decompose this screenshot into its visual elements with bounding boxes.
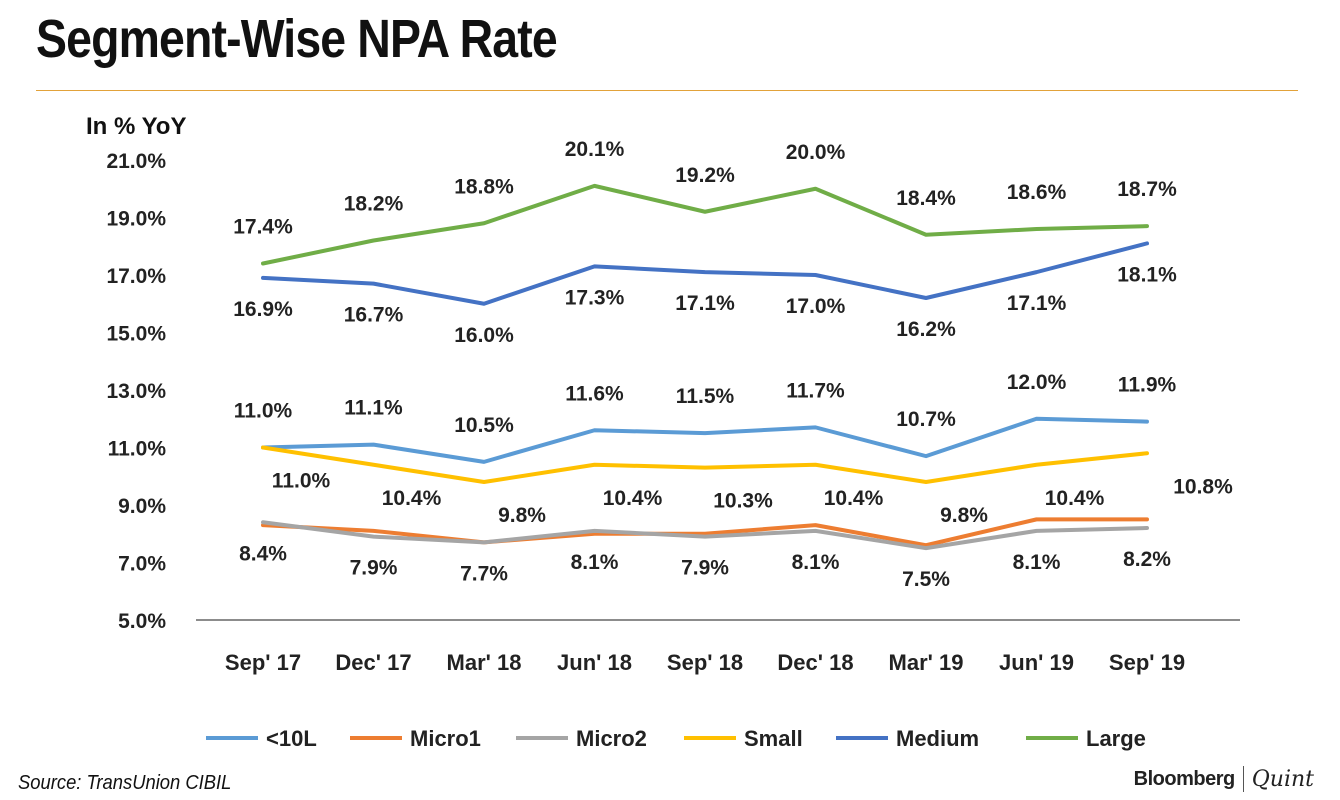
data-label: 7.7% [460,562,508,585]
x-tick-label: Mar' 19 [889,650,964,675]
data-label: 16.7% [344,304,404,327]
y-tick-label: 13.0% [106,380,166,403]
data-label: 8.4% [239,542,287,565]
data-label: 18.1% [1117,263,1177,286]
y-tick-label: 7.0% [118,553,166,576]
series-line-micro1 [261,517,1149,548]
x-tick-label: Dec' 18 [777,650,853,675]
data-label: 17.4% [233,216,293,239]
data-label: 8.1% [792,551,840,574]
data-label: 10.4% [382,487,442,510]
series-line-large [261,183,1149,266]
data-label: 10.7% [896,408,956,431]
data-label: 11.0% [234,400,293,423]
legend-label: Large [1086,726,1146,751]
data-label: 11.7% [786,379,845,402]
data-label: 16.2% [896,318,956,341]
y-tick-label: 9.0% [118,495,166,518]
x-tick-label: Sep' 18 [667,650,743,675]
title-divider [36,90,1298,91]
legend-label: Micro2 [576,726,647,751]
data-label: 18.2% [344,193,404,216]
data-label: 8.1% [571,551,619,574]
x-tick-label: Sep' 19 [1109,650,1185,675]
y-tick-label: 19.0% [106,208,166,231]
data-label: 11.9% [1118,374,1177,397]
data-label: 10.5% [454,414,514,437]
data-label: 17.1% [675,292,735,315]
data-label: 18.7% [1117,178,1177,201]
y-tick-label: 11.0% [108,438,167,461]
legend-label: Small [744,726,803,751]
legend-label: Micro1 [410,726,481,751]
data-label: 11.1% [344,397,403,420]
data-label: 18.8% [454,175,514,198]
y-tick-label: 5.0% [118,610,166,633]
data-label: 10.8% [1173,475,1233,498]
data-label: 18.6% [1007,181,1067,204]
data-label: 10.4% [824,487,884,510]
series-line-medium [261,241,1149,306]
data-label: 10.4% [603,487,663,510]
data-label: 8.1% [1013,551,1061,574]
data-label: 9.8% [940,504,988,527]
y-tick-label: 17.0% [106,265,166,288]
data-label: 19.2% [675,164,735,187]
source-note: Source: TransUnion CIBIL [18,772,232,794]
x-tick-label: Jun' 19 [999,650,1074,675]
x-tick-label: Jun' 18 [557,650,632,675]
brand-logo: Bloomberg Quint [1134,766,1314,792]
data-label: 12.0% [1007,371,1067,394]
data-label: 7.9% [350,557,398,580]
x-tick-label: Sep' 17 [225,650,301,675]
chart-title: Segment-Wise NPA Rate [36,9,558,69]
data-label: 11.5% [676,385,735,408]
data-label: 10.3% [713,490,773,513]
data-label: 17.1% [1007,292,1067,315]
data-label: 11.0% [272,470,331,493]
data-label: 10.4% [1045,487,1105,510]
series-line-10l [261,416,1149,464]
data-label: 9.8% [498,504,546,527]
brand-bloomberg: Bloomberg [1133,767,1236,790]
data-label: 20.0% [786,141,846,164]
data-label: 17.3% [565,286,625,309]
brand-quint: Quint [1251,766,1314,792]
y-tick-label: 21.0% [106,150,166,173]
data-label: 7.5% [902,568,950,591]
brand-divider [1242,766,1244,792]
data-label: 18.4% [896,187,956,210]
data-label: 11.6% [565,382,624,405]
legend-label: <10L [266,726,317,751]
series-line-small [261,445,1149,484]
data-label: 16.0% [454,324,514,347]
npa-line-chart: In % YoY 5.0% 7.0% 9.0% 11.0% 13.0% 15.0% 17.0%… [86,113,1240,751]
data-label: 8.2% [1123,548,1171,571]
data-label: 16.9% [233,298,293,321]
x-tick-label: Mar' 18 [447,650,522,675]
data-label: 20.1% [565,138,625,161]
data-label: 17.0% [786,295,846,318]
y-axis-label: In % YoY [86,113,186,140]
y-tick-label: 15.0% [106,323,166,346]
x-tick-label: Dec' 17 [335,650,411,675]
data-label: 7.9% [681,557,729,580]
legend-label: Medium [896,726,979,751]
series-line-micro2 [261,520,1149,551]
